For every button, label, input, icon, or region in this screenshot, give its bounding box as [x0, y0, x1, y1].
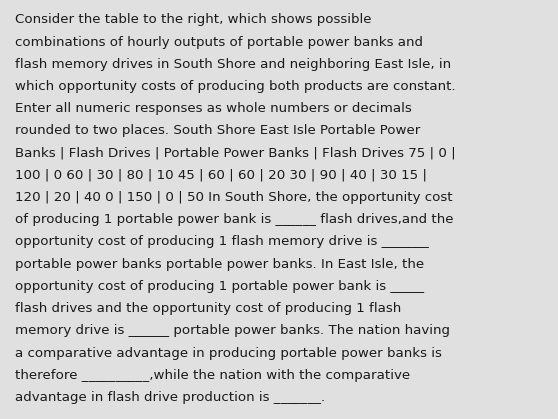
- Text: flash memory drives in South Shore and neighboring East Isle, in: flash memory drives in South Shore and n…: [15, 58, 451, 71]
- Text: therefore __________​,while the nation with the comparative: therefore __________​,while the nation w…: [15, 369, 410, 382]
- Text: Consider the table to the right, which shows possible: Consider the table to the right, which s…: [15, 13, 372, 26]
- Text: advantage in flash drive production is _______.: advantage in flash drive production is _…: [15, 391, 325, 404]
- Text: a comparative advantage in producing portable power banks is: a comparative advantage in producing por…: [15, 347, 442, 360]
- Text: 120 | 20 | 40 0 | 150 | 0 | 50 In South Shore, the opportunity cost: 120 | 20 | 40 0 | 150 | 0 | 50 In South …: [15, 191, 453, 204]
- Text: rounded to two places. South Shore East Isle Portable Power: rounded to two places. South Shore East …: [15, 124, 420, 137]
- Text: which opportunity costs of producing both products are constant.: which opportunity costs of producing bot…: [15, 80, 456, 93]
- Text: 100 | 0 60 | 30 | 80 | 10 45 | 60 | 60 | 20 30 | 90 | 40 | 30 15 |: 100 | 0 60 | 30 | 80 | 10 45 | 60 | 60 |…: [15, 169, 427, 182]
- Text: flash drives and the opportunity cost of producing 1 flash: flash drives and the opportunity cost of…: [15, 302, 401, 315]
- Text: memory drive is ______ portable power banks. The nation having: memory drive is ______ portable power ba…: [15, 324, 450, 337]
- Text: of producing 1 portable power bank is ______ flash drives,and the: of producing 1 portable power bank is __…: [15, 213, 454, 226]
- Text: combinations of hourly outputs of portable power banks and: combinations of hourly outputs of portab…: [15, 36, 423, 49]
- Text: Enter all numeric responses as whole numbers or decimals: Enter all numeric responses as whole num…: [15, 102, 412, 115]
- Text: opportunity cost of producing 1 portable power bank is _____: opportunity cost of producing 1 portable…: [15, 280, 424, 293]
- Text: portable power banks portable power banks. In East Isle, the: portable power banks portable power bank…: [15, 258, 424, 271]
- Text: opportunity cost of producing 1 flash memory drive is _______: opportunity cost of producing 1 flash me…: [15, 235, 429, 248]
- Text: Banks | Flash Drives | Portable Power Banks | Flash Drives 75 | 0 |: Banks | Flash Drives | Portable Power Ba…: [15, 147, 456, 160]
